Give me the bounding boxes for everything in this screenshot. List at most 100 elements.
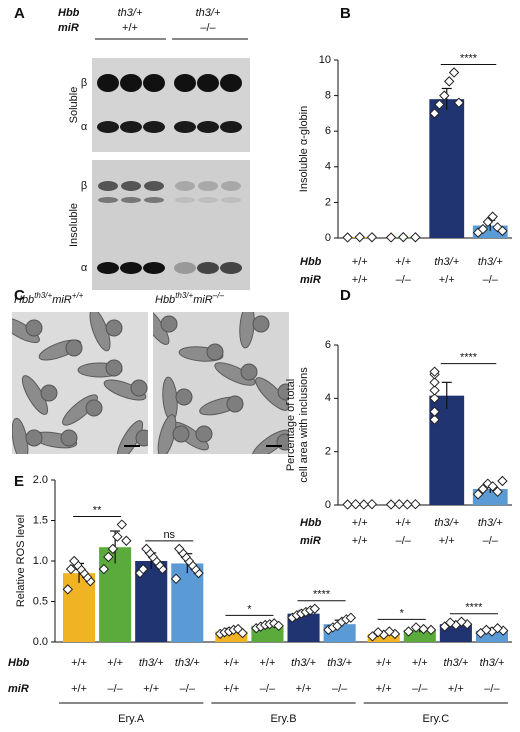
row-title: miR <box>58 22 79 34</box>
band <box>198 197 218 203</box>
row-title: miR <box>8 683 29 695</box>
cell <box>116 420 144 454</box>
panel-letter: E <box>14 473 24 490</box>
band <box>143 262 165 274</box>
data-point <box>385 232 397 243</box>
band <box>98 197 118 203</box>
genotype-label: th3/+ <box>327 657 352 669</box>
data-point <box>439 90 450 101</box>
significance-label: **** <box>460 52 478 64</box>
data-point <box>141 543 152 555</box>
genotype-label: th3/+ <box>291 657 316 669</box>
data-point <box>65 563 77 575</box>
genotype-label: +/+ <box>439 274 455 286</box>
genotype-label: +/+ <box>395 517 411 529</box>
fraction-label: Insoluble <box>68 203 80 247</box>
data-point <box>448 67 460 78</box>
genotype-label: –/– <box>412 683 428 695</box>
data-point <box>429 406 440 417</box>
y-axis-label: Relative ROS level <box>15 515 27 607</box>
genotype-label: th3/+ <box>480 657 505 669</box>
genotype-label: th3/+ <box>175 657 200 669</box>
data-point <box>137 563 149 575</box>
significance-label: ns <box>163 529 175 541</box>
y-tick-label: 6 <box>325 339 331 351</box>
panel-letter: A <box>14 5 25 22</box>
genotype-label: +/+ <box>71 683 87 695</box>
cell <box>240 363 258 381</box>
cell <box>105 319 123 337</box>
genotype-label: th3/+ <box>478 256 503 268</box>
y-tick-label: 2 <box>325 196 331 208</box>
y-tick-label: 2.0 <box>33 474 48 486</box>
data-point <box>384 626 395 637</box>
band <box>175 197 195 203</box>
data-point <box>237 627 248 639</box>
data-point <box>429 393 440 404</box>
blot-soluble <box>92 58 250 152</box>
cell <box>160 315 178 333</box>
band <box>97 262 119 274</box>
data-point <box>429 385 440 396</box>
row-title: Hbb <box>8 657 30 669</box>
data-point <box>309 603 320 614</box>
significance-label: **** <box>460 352 478 364</box>
data-point <box>481 624 492 636</box>
significance-label: **** <box>313 589 331 601</box>
significance-label: ** <box>93 504 102 516</box>
data-point <box>393 498 405 510</box>
genotype-label: –/– <box>484 683 500 695</box>
band <box>144 181 164 191</box>
genotype-label: th3/+ <box>443 657 468 669</box>
data-point <box>410 622 422 633</box>
genotype-label: –/– <box>396 535 412 547</box>
cell <box>277 383 289 401</box>
panel-letter: B <box>340 5 351 22</box>
data-point <box>385 499 397 510</box>
band <box>120 74 142 92</box>
data-point <box>372 627 384 638</box>
data-point <box>170 573 182 585</box>
genotype-label: +/+ <box>352 274 368 286</box>
row-title: Hbb <box>58 7 80 19</box>
data-point <box>472 489 484 500</box>
y-axis-label: cell area with inclusions <box>298 367 310 483</box>
y-axis-label: Insoluble α-globin <box>298 106 310 192</box>
y-tick-label: 6 <box>325 125 331 137</box>
genotype-label: +/+ <box>71 657 87 669</box>
panel-letter: D <box>340 287 351 304</box>
y-tick-label: 0 <box>325 232 331 244</box>
cell <box>105 359 123 377</box>
genotype-label: +/+ <box>352 517 368 529</box>
lane-label: –/– <box>200 22 216 34</box>
data-point <box>103 551 114 563</box>
band <box>143 74 165 92</box>
data-point <box>107 543 119 555</box>
genotype-label: th3/+ <box>434 517 459 529</box>
band <box>197 262 219 274</box>
band <box>220 121 242 133</box>
data-point <box>456 616 467 627</box>
band-label: β <box>81 77 87 89</box>
data-point <box>477 483 489 495</box>
band <box>198 181 218 191</box>
cell <box>195 425 213 443</box>
data-point <box>497 475 508 487</box>
genotype-label: –/– <box>483 535 499 547</box>
y-tick-label: 1.5 <box>33 514 48 526</box>
y-tick-label: 1.0 <box>33 555 48 567</box>
significance-label: * <box>247 603 252 615</box>
band <box>120 262 142 274</box>
cell <box>40 384 58 402</box>
band <box>197 121 219 133</box>
band <box>174 121 196 133</box>
significance-label: * <box>400 607 405 619</box>
genotype-label: +/+ <box>107 657 123 669</box>
y-tick-label: 4 <box>325 161 331 173</box>
image-title: Hbbth3/+miR+/+ <box>14 291 84 306</box>
cell <box>85 399 103 417</box>
data-point <box>492 623 503 634</box>
image-title: Hbbth3/+miR–/– <box>155 291 224 306</box>
row-title: Hbb <box>300 256 322 268</box>
group-label: Ery.A <box>118 713 145 725</box>
